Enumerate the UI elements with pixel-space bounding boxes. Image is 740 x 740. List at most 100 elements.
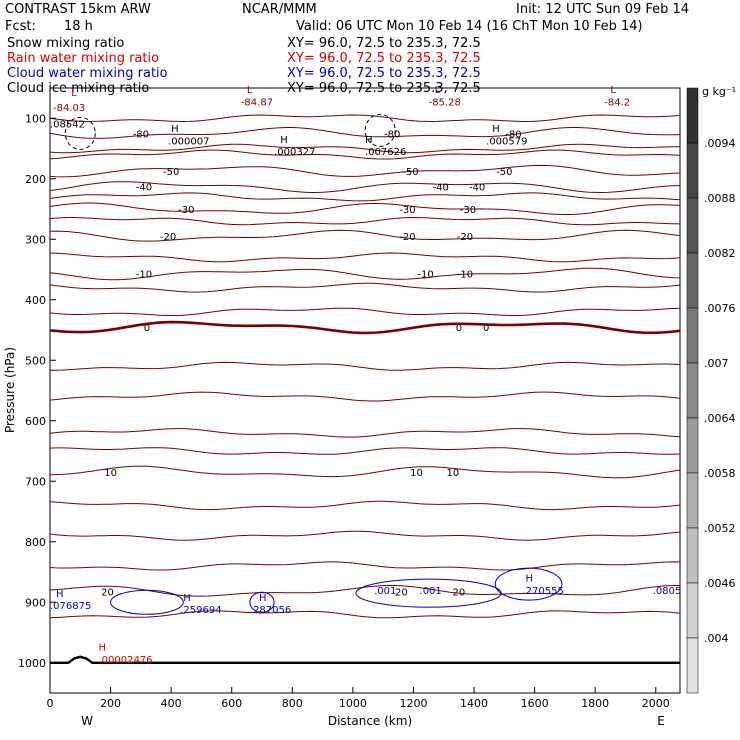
valid-time: Valid: 06 UTC Mon 10 Feb 14 (16 ChT Mon … [296,19,643,34]
extremum-label: .000327 [274,147,315,158]
x-tick-label: 1600 [521,697,549,710]
contour-line [49,307,681,316]
contour-line [49,447,681,455]
cloud-water-contour [110,589,184,615]
extremum-label: .007626 [365,147,406,158]
contour-line [49,181,681,194]
extremum-label: .001 [374,586,396,597]
x-tick-label: 800 [282,697,303,710]
x-tick-label: 400 [161,697,182,710]
snow-contour [364,113,396,147]
colorbar-unit: g kg⁻¹ [702,85,736,98]
colorbar-swatch [686,637,699,694]
contour-label: -20 [160,232,176,243]
colorbar: .0094 .0088 .0082 .0076 .007 .0064 .0058 .0052.… [686,87,736,694]
y-tick-label: 600 [25,415,46,428]
field-legend: Snow mixing ratio XY= 96.0, 72.5 to 235.3… [7,36,481,96]
cloud-water-contour [249,591,275,613]
colorbar-swatch [686,252,699,309]
contour-label: -30 [399,205,415,216]
extremum-label: -84.2 [604,98,630,109]
extremum-label: H [280,135,288,146]
colorbar-swatch [686,362,699,419]
contour-line [49,267,681,281]
init-time: Init: 12 UTC Sun 09 Feb 14 [516,2,689,17]
y-tick-label: 500 [25,354,46,367]
contour-line [49,252,681,263]
extremum-label: .00002476 [98,655,152,666]
contour-label: -50 [496,167,512,178]
surface-line [50,655,680,664]
extremum-label: H [171,124,179,135]
west-label: W [81,714,93,728]
extremum-label: .259694 [180,605,221,616]
contour-label: -40 [433,183,449,194]
contour-label: 10 [410,468,423,479]
contour-line [49,202,681,215]
y-tick-label: 900 [25,596,46,609]
contour-label: 0 [483,323,489,334]
contour-line [50,361,681,371]
y-tick-label: 800 [25,536,46,549]
extremum-label: H [492,124,500,135]
contour-line [49,149,681,160]
x-tick-label: 1000 [339,697,367,710]
contour-line [49,192,681,202]
cloud-water-contour [494,567,563,601]
field-xy: XY= 96.0, 72.5 to 235.3, 72.5 [287,36,481,51]
contour-line [49,320,681,335]
extremum-label: .287056 [250,605,291,616]
colorbar-tick-label: .0076 [704,302,736,315]
field-name: Cloud water mixing ratio [7,66,168,81]
extremum-label: .08542 [50,119,85,130]
contour-label: 10 [446,468,459,479]
field-xy: XY= 96.0, 72.5 to 235.3, 72.5 [287,66,481,81]
contour-label: -30 [178,205,194,216]
contour-label: -40 [136,183,152,194]
colorbar-swatch [686,472,699,529]
x-tick-label: 1200 [399,697,427,710]
contour-label: -30 [460,205,476,216]
contour-line [49,229,681,242]
extremum-label: L [435,85,441,96]
colorbar-tick-label: .0094 [704,137,736,150]
contour-label: 10 [104,468,117,479]
colorbar-swatch [686,582,699,639]
extremum-label: L [247,85,253,96]
extremum-label: H [259,593,267,604]
colorbar-tick-label: .0088 [704,192,736,205]
contour-line [49,584,680,597]
extremum-label: H [526,574,534,585]
contour-line [49,561,681,571]
y-tick-label: 200 [25,173,46,186]
extremum-label: -84.87 [241,98,273,109]
contour-line [49,428,681,438]
extremum-label: H [56,589,64,600]
extremum-label: .270555 [523,586,564,597]
contour-line [49,500,681,511]
contour-line [49,127,681,139]
field-xy: XY= 96.0, 72.5 to 235.3, 72.5 [287,51,481,66]
fcst-value: 18 h [64,19,93,34]
colorbar-tick-label: .0046 [704,577,736,590]
y-axis-label: Pressure (hPa) [3,347,17,433]
y-tick-label: 1000 [18,657,46,670]
contour-label: -80 [505,129,521,140]
contour-label: -40 [469,183,485,194]
contour-line [49,216,681,226]
east-label: E [657,714,665,728]
model-title: CONTRAST 15km ARW [5,2,151,17]
extremum-label: .0805 [653,586,682,597]
y-tick-label: 400 [25,294,46,307]
extremum-label: .000579 [486,136,527,147]
extremum-label: .000007 [168,136,209,147]
extremum-label: .001 [420,586,442,597]
colorbar-tick-label: .007 [704,357,729,370]
extrema-annotations: L-84.03L-84.87L-85.28L-84.2H.000007 H.000… [50,85,681,666]
contour-label: -50 [163,167,179,178]
y-tick-label: 700 [25,475,46,488]
snow-contour [64,116,96,150]
colorbar-tick-label: .0064 [704,412,736,425]
colorbar-swatch [686,417,699,474]
extremum-label: H [98,643,106,654]
